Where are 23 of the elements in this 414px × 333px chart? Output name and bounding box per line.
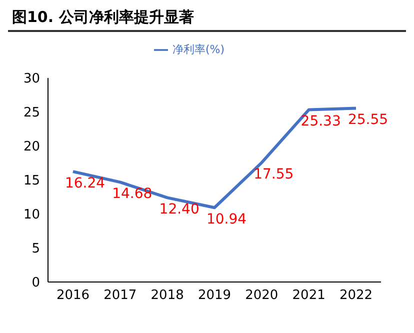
data-label: 14.68 xyxy=(112,186,152,202)
data-label: 17.55 xyxy=(254,166,294,183)
y-tick-label: 10 xyxy=(23,208,40,223)
chart-title: 图10. 公司净利率提升显著 xyxy=(8,8,406,32)
x-tick-label: 2016 xyxy=(56,288,90,304)
x-tick-label: 2017 xyxy=(104,288,137,304)
data-label: 12.40 xyxy=(159,202,200,218)
x-tick-label: 2021 xyxy=(292,288,326,304)
y-tick-label: 5 xyxy=(32,242,40,257)
y-tick-label: 20 xyxy=(23,140,40,155)
data-label: 10.94 xyxy=(206,212,247,228)
x-tick-label: 2019 xyxy=(198,288,232,304)
data-label: 25.33 xyxy=(300,114,341,130)
x-tick-label: 2022 xyxy=(339,288,373,304)
y-tick-label: 30 xyxy=(23,72,40,87)
data-label: 25.55 xyxy=(348,112,388,128)
x-tick-label: 2020 xyxy=(245,288,278,304)
x-tick-label: 2018 xyxy=(150,288,184,304)
y-tick-label: 0 xyxy=(32,276,40,291)
data-label: 16.24 xyxy=(64,176,106,192)
y-tick-label: 15 xyxy=(23,174,40,189)
y-tick-label: 25 xyxy=(23,106,40,121)
legend-label: 净利率(%) xyxy=(172,43,225,56)
